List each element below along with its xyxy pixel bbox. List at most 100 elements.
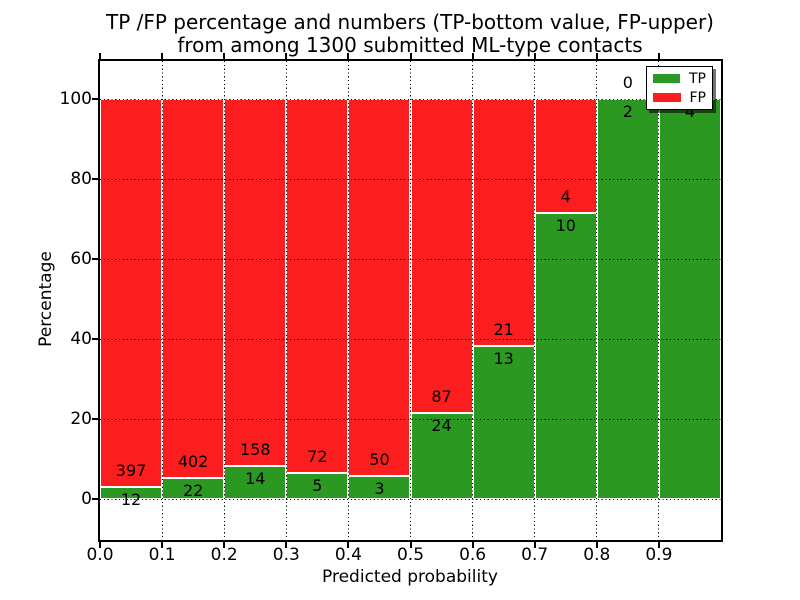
y-tick-mark <box>92 338 98 340</box>
bar-segment-fp <box>286 99 349 474</box>
chart-title-line1: TP /FP percentage and numbers (TP-bottom… <box>106 10 714 34</box>
bar-label-tp: 5 <box>312 476 323 496</box>
bar-segment-fp <box>534 99 597 214</box>
x-tick-mark <box>657 542 660 548</box>
bar-label-fp: 402 <box>177 452 209 472</box>
legend-item-tp: TP <box>653 70 706 87</box>
legend-item-fp: FP <box>653 89 707 106</box>
legend-label-tp: TP <box>689 70 706 87</box>
bar-segment-fp <box>410 99 473 413</box>
vertical-gridline <box>658 61 660 540</box>
horizontal-gridline <box>100 99 721 100</box>
y-tick-label: 60 <box>70 249 92 269</box>
bar-label-tp: 24 <box>431 415 452 435</box>
vertical-gridline <box>472 61 474 540</box>
chart-title: TP /FP percentage and numbers (TP-bottom… <box>60 11 760 57</box>
x-tick-mark-top <box>223 53 226 59</box>
horizontal-gridline <box>100 419 721 420</box>
y-tick-label: 100 <box>59 89 92 109</box>
bar-label-tp: 12 <box>120 490 142 510</box>
x-tick-mark <box>161 542 164 548</box>
vertical-gridline <box>223 61 225 540</box>
fp-swatch-icon <box>653 93 681 102</box>
bar-segment-fp <box>100 99 163 488</box>
y-tick-label: 80 <box>70 169 92 189</box>
bar-label-fp: 50 <box>369 450 390 470</box>
vertical-gridline <box>596 61 598 540</box>
x-tick-label: 0.0 <box>86 545 114 565</box>
bar-label-fp: 4 <box>560 187 571 207</box>
y-tick-mark <box>92 178 98 180</box>
x-tick-mark <box>347 542 350 548</box>
x-tick-mark-top <box>471 53 474 59</box>
bar-segment-fp <box>224 99 287 467</box>
bar-label-fp: 397 <box>115 461 147 481</box>
x-tick-label: 0.8 <box>583 545 611 565</box>
bar-segment-tp <box>410 412 473 499</box>
horizontal-gridline <box>100 179 721 180</box>
legend: TP FP <box>646 66 713 110</box>
chart-title-line2: from among 1300 submitted ML-type contac… <box>177 33 643 57</box>
horizontal-gridline <box>100 259 721 260</box>
bar-label-tp: 10 <box>555 216 576 236</box>
y-tick-mark <box>92 498 98 500</box>
x-tick-mark <box>285 542 288 548</box>
x-tick-label: 0.3 <box>272 545 300 565</box>
x-tick-mark <box>223 542 226 548</box>
legend-label-fp: FP <box>689 89 707 106</box>
bar-label-fp: 0 <box>622 73 633 92</box>
y-tick-mark <box>92 418 98 420</box>
bar-segment-tp <box>596 99 659 499</box>
x-tick-label: 0.4 <box>334 545 362 565</box>
bar-label-fp: 72 <box>307 447 328 467</box>
plot-area: 397124022215814725503872421134100204 <box>100 61 721 540</box>
x-tick-mark-top <box>161 53 164 59</box>
bar-label-fp: 87 <box>431 386 452 406</box>
x-tick-mark <box>471 542 474 548</box>
x-tick-mark <box>99 542 101 548</box>
vertical-gridline <box>410 61 411 540</box>
bar-segment-tp <box>534 213 597 499</box>
x-tick-mark <box>409 542 412 548</box>
bar-segment-tp <box>162 478 225 499</box>
bar-segment-fp <box>472 99 535 347</box>
bar-label-tp: 3 <box>374 479 385 499</box>
bar-segment-tp <box>348 476 411 499</box>
x-tick-label: 0.2 <box>210 545 238 565</box>
bar-label-tp: 13 <box>493 349 514 369</box>
bar-segment-tp <box>286 473 349 499</box>
bar-segment-fp <box>348 99 411 477</box>
bar-label-fp: 158 <box>239 440 271 460</box>
y-tick-label: 0 <box>81 489 92 509</box>
x-tick-mark-top <box>99 53 101 59</box>
y-tick-mark <box>92 98 98 100</box>
x-tick-label: 0.6 <box>459 545 487 565</box>
horizontal-gridline <box>100 339 721 340</box>
x-tick-mark-top <box>285 53 288 59</box>
bar-segment-tp <box>658 99 721 499</box>
bar-segment-tp <box>100 487 163 499</box>
bar-label-tp: 22 <box>182 481 204 501</box>
x-tick-mark-top <box>409 53 412 59</box>
x-tick-label: 0.5 <box>396 545 425 565</box>
x-tick-label: 0.7 <box>521 545 549 565</box>
vertical-gridline <box>534 61 536 540</box>
bar-label-tp: 14 <box>245 469 266 489</box>
y-tick-label: 20 <box>70 409 92 429</box>
y-tick-label: 40 <box>70 329 92 349</box>
vertical-gridline <box>347 61 349 540</box>
bar-segment-tp <box>224 466 287 499</box>
tp-swatch-icon <box>653 74 680 83</box>
bar-label-fp: 21 <box>493 320 514 340</box>
bar-label-tp: 2 <box>622 102 633 121</box>
x-tick-mark <box>533 542 536 548</box>
x-tick-mark-top <box>533 53 536 59</box>
x-tick-mark-top <box>347 53 350 59</box>
horizontal-gridline <box>100 499 721 500</box>
bar-segment-tp <box>472 346 535 499</box>
vertical-gridline <box>285 61 287 540</box>
bar-label-tp: 4 <box>684 102 696 121</box>
x-axis-label: Predicted probability <box>322 567 498 587</box>
x-tick-label: 0.1 <box>148 545 176 565</box>
